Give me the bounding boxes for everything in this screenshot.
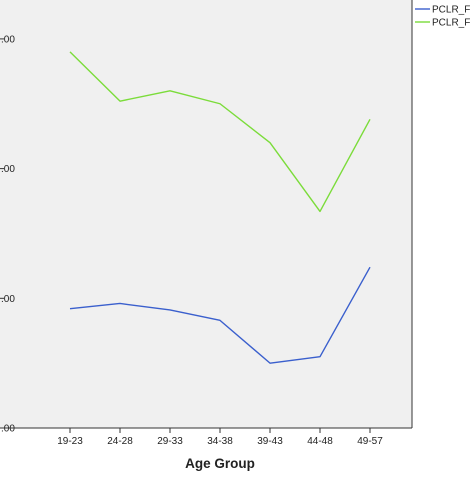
series-line-1 [69, 266, 371, 364]
x-tick-label: 49-57 [357, 436, 383, 447]
series-line-2 [69, 51, 371, 213]
series-layer [69, 0, 413, 428]
y-tick-label: .00 [1, 294, 15, 305]
x-tick-label: 19-23 [57, 436, 83, 447]
x-axis-title: Age Group [185, 456, 255, 471]
x-tick-label: 24-28 [107, 436, 133, 447]
x-tick-label: 44-48 [307, 436, 333, 447]
x-tick-label: 39-43 [257, 436, 283, 447]
y-tick-label: .00 [1, 164, 15, 175]
plot-area [0, 0, 412, 428]
legend-label: PCLR_F [432, 18, 470, 29]
y-tick-label: .00 [1, 424, 15, 435]
x-tick-label: 29-33 [157, 436, 183, 447]
x-axis: 19-23 24-28 29-33 34-38 39-43 44-48 49-57 [0, 427, 412, 447]
legend: PCLR_F PCLR_F [415, 5, 470, 29]
legend-label: PCLR_F [432, 5, 470, 16]
y-tick-label: .00 [1, 34, 15, 45]
x-tick-label: 34-38 [207, 436, 233, 447]
